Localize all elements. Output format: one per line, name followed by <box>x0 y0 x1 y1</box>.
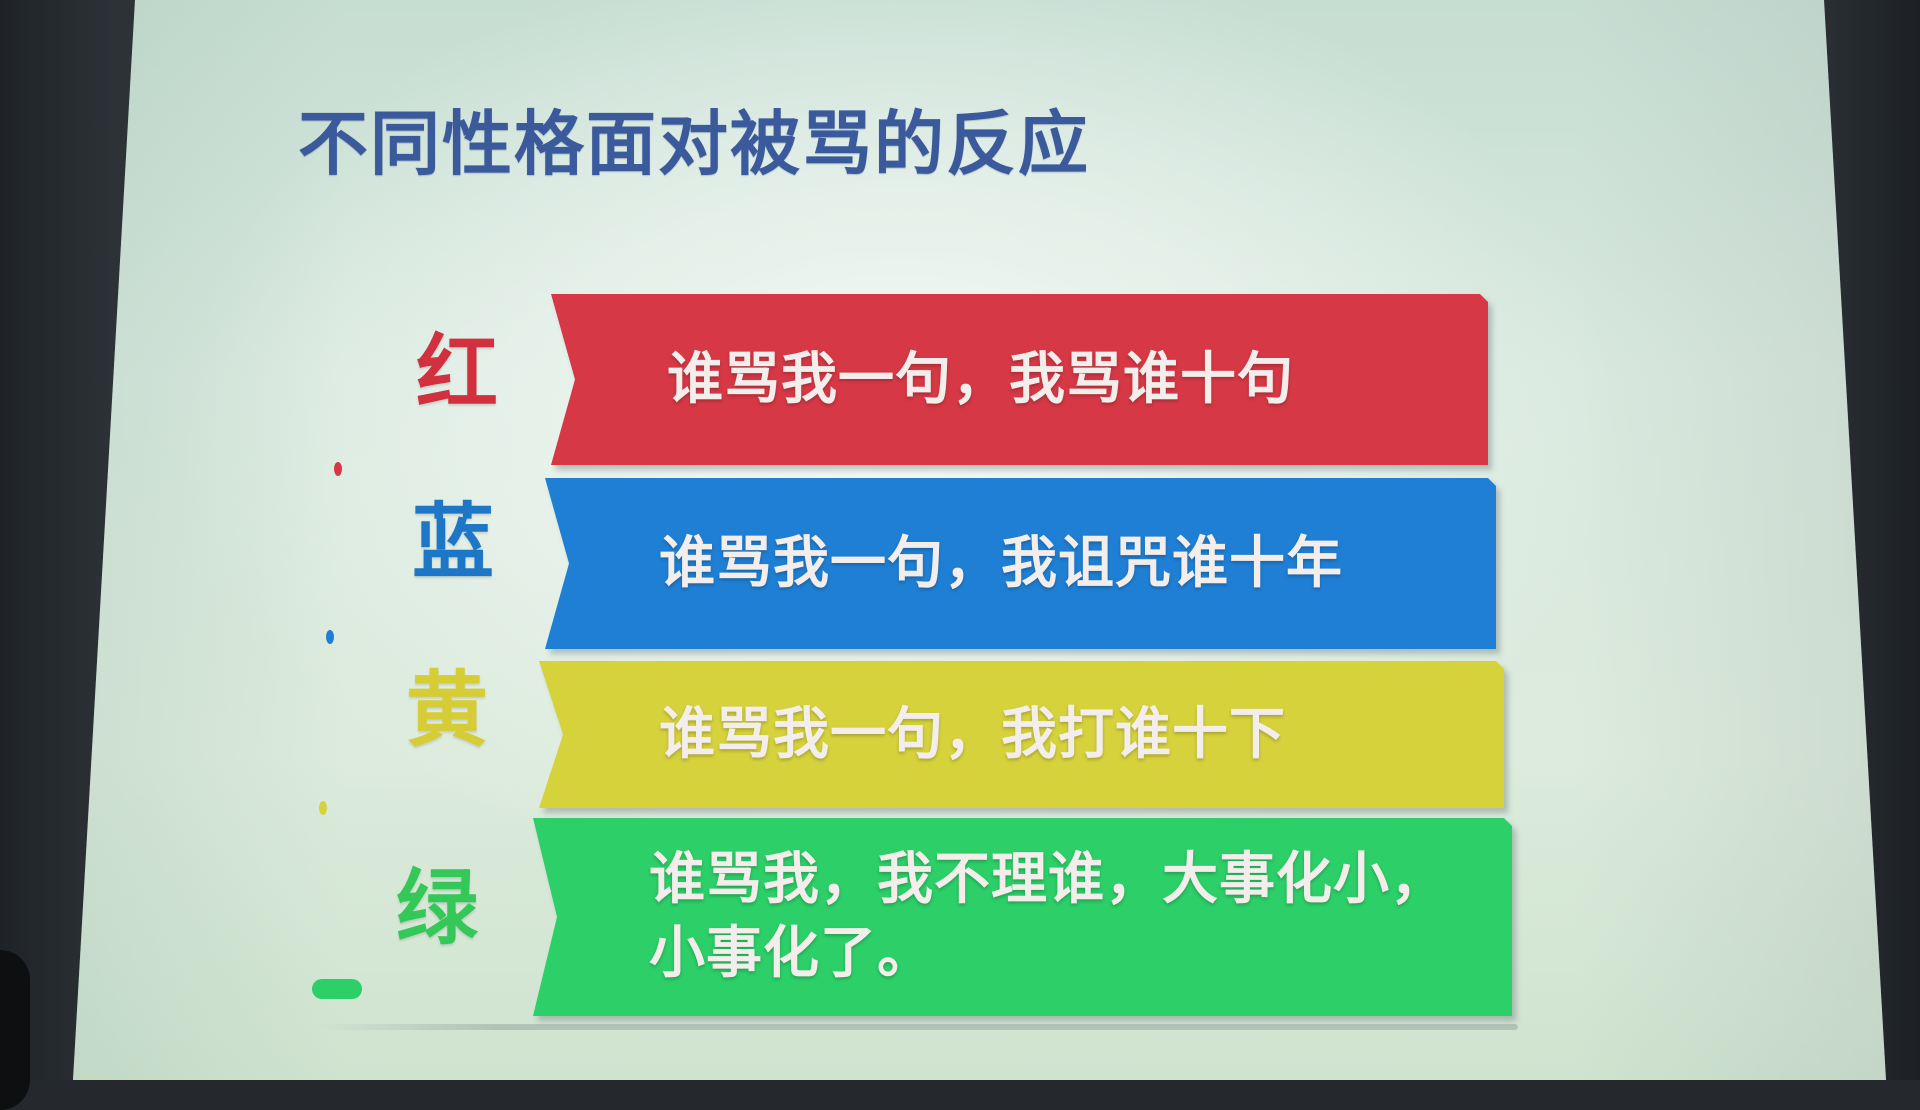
band-green-text-line-2: 小事化了。 <box>649 921 934 986</box>
band-green-fill: 谁骂我，我不理谁，大事化小， 小事化了。 <box>533 818 1512 1016</box>
band-red-text: 谁骂我一句，我骂谁十句 <box>667 346 1294 412</box>
band-yellow-text: 谁骂我一句，我打谁十下 <box>659 701 1286 767</box>
label-blue: 蓝 <box>411 495 494 590</box>
yellow-dot <box>319 801 327 815</box>
label-red: 红 <box>415 326 498 421</box>
slide-title: 不同性格面对被骂的反应 <box>298 103 1090 185</box>
band-blue-text: 谁骂我一句，我诅咒谁十年 <box>659 530 1343 596</box>
band-red: 谁骂我一句，我骂谁十句 <box>551 294 1488 465</box>
label-yellow: 黄 <box>405 663 488 758</box>
band-blue: 谁骂我一句，我诅咒谁十年 <box>545 478 1496 649</box>
band-green-text-line-1: 谁骂我，我不理谁，大事化小， <box>649 847 1447 912</box>
label-green: 绿 <box>395 861 478 956</box>
band-red-fill: 谁骂我一句，我骂谁十句 <box>551 294 1488 465</box>
band-yellow-fill: 谁骂我一句，我打谁十下 <box>539 661 1504 808</box>
foreground-object <box>0 950 30 1110</box>
band-yellow: 谁骂我一句，我打谁十下 <box>539 661 1504 808</box>
green-pill <box>312 979 362 999</box>
band-blue-fill: 谁骂我一句，我诅咒谁十年 <box>545 478 1496 649</box>
blue-dot <box>326 630 334 644</box>
bottom-shadow <box>318 1024 1518 1030</box>
band-green: 谁骂我，我不理谁，大事化小， 小事化了。 <box>533 818 1512 1016</box>
red-dot <box>334 462 342 476</box>
